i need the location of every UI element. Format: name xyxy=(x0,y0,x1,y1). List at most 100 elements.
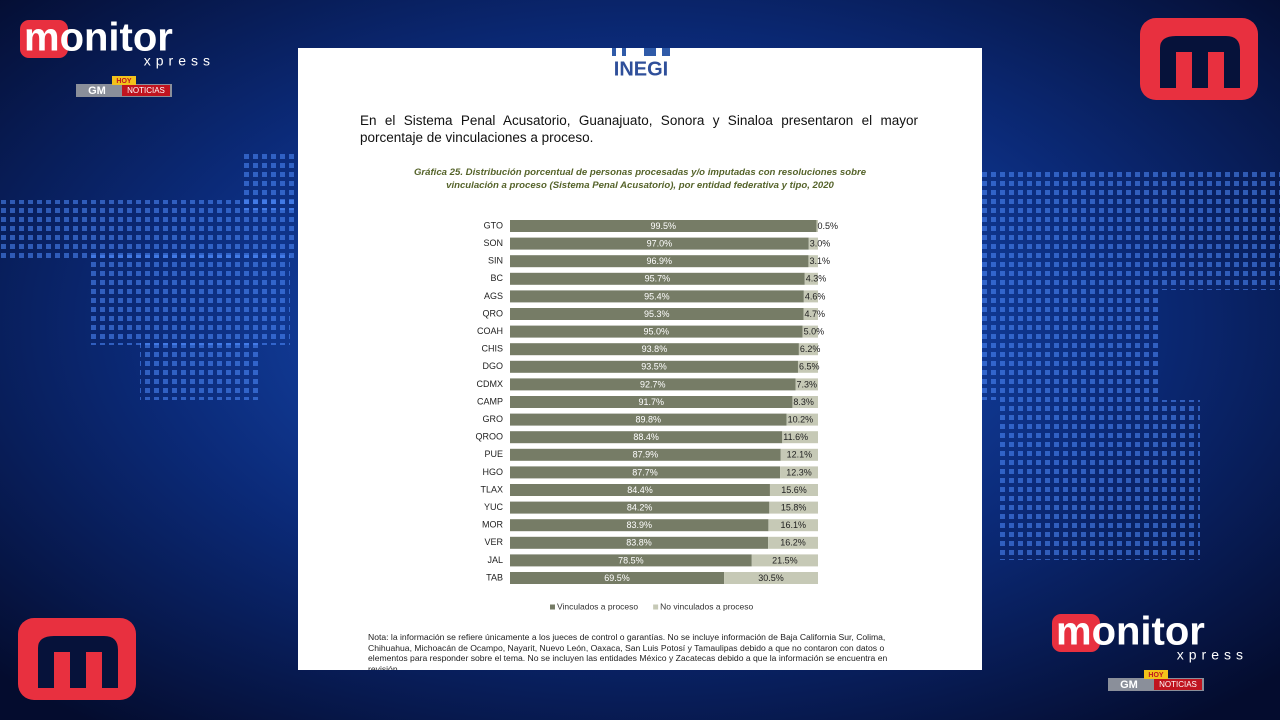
value-label: 6.5% xyxy=(799,362,820,372)
value-label: 7.3% xyxy=(797,379,818,389)
bar-segment xyxy=(510,448,781,461)
m-logo xyxy=(1140,18,1258,100)
badge-gm: GM xyxy=(88,85,106,97)
value-label: 91.7% xyxy=(638,397,664,407)
value-label: 16.2% xyxy=(780,538,806,548)
bar-segment xyxy=(724,572,818,584)
value-label: 95.4% xyxy=(644,291,670,301)
category-label: COAH xyxy=(477,326,503,336)
bar-segment xyxy=(510,290,804,303)
value-label: 30.5% xyxy=(758,573,784,583)
category-label: PUE xyxy=(484,449,503,459)
category-label: BC xyxy=(490,273,503,283)
bar-segment xyxy=(795,378,818,391)
value-label: 3.1% xyxy=(809,256,830,266)
category-label: CDMX xyxy=(477,379,504,389)
value-label: 8.3% xyxy=(793,397,814,407)
inegi-logo: INEGI xyxy=(612,48,670,80)
bar-segment xyxy=(769,484,818,496)
brand-sub: xpress xyxy=(1177,647,1248,663)
value-label: 4.3% xyxy=(806,274,827,284)
bar-segment xyxy=(510,378,796,391)
value-label: 93.8% xyxy=(642,344,668,354)
bar-segment xyxy=(768,536,818,549)
bar-segment xyxy=(510,272,805,285)
value-label: 99.5% xyxy=(650,221,676,231)
brand-sub: xpress xyxy=(144,53,215,69)
value-label: 12.1% xyxy=(787,450,813,460)
badge-gm: GM xyxy=(1120,679,1138,691)
value-label: 83.8% xyxy=(626,538,652,548)
bar-segment xyxy=(510,536,769,549)
bar-segment xyxy=(510,519,769,532)
brand: monitor xpress HOY GM NOTICIAS xyxy=(1052,610,1248,691)
bar-segment xyxy=(510,237,809,250)
m-logo xyxy=(18,618,136,700)
badge-noticias: NOTICIAS xyxy=(127,86,165,95)
value-label: 16.1% xyxy=(780,520,806,530)
value-label: 0.5% xyxy=(817,221,838,231)
category-label: HGO xyxy=(482,467,503,477)
value-label: 3.0% xyxy=(810,238,831,248)
value-label: 78.5% xyxy=(618,555,644,565)
value-label: 4.7% xyxy=(805,309,826,319)
value-label: 12.3% xyxy=(786,467,812,477)
bar-segment xyxy=(510,554,752,567)
bar-segment xyxy=(510,325,803,338)
category-label: SON xyxy=(483,238,503,248)
bar-segment xyxy=(510,413,787,426)
value-label: 83.9% xyxy=(626,520,652,530)
category-label: MOR xyxy=(482,520,503,530)
category-label: JAL xyxy=(487,555,503,565)
category-label: TAB xyxy=(486,572,503,582)
badge-hoy-bg xyxy=(1144,670,1168,679)
value-label: 95.0% xyxy=(644,326,670,336)
bar-segment xyxy=(510,255,809,268)
value-label: 15.6% xyxy=(781,485,807,495)
brand-name: monitor xyxy=(24,16,173,60)
bar-segment xyxy=(780,448,818,461)
category-label: DGO xyxy=(482,361,503,371)
category-label: CHIS xyxy=(481,344,503,354)
legend-swatch xyxy=(653,604,659,610)
chart: GTO 99.5% 0.5% SON 97.0% 3.0% SIN 96.9% 3.1% BC 95… xyxy=(475,220,838,611)
value-label: 10.2% xyxy=(788,414,814,424)
bar-segment xyxy=(804,272,818,285)
category-label: QRO xyxy=(482,308,503,318)
value-label: 95.3% xyxy=(644,309,670,319)
chart-title: Gráfica 25. Distribución porcentual de p… xyxy=(413,167,867,191)
category-label: TLAX xyxy=(480,484,503,494)
value-label: 92.7% xyxy=(640,379,666,389)
bar-segment xyxy=(798,343,818,356)
brand-mark xyxy=(1052,614,1100,652)
bar-segment xyxy=(510,343,799,356)
brand-name: monitor xyxy=(1056,610,1205,654)
bar-segment xyxy=(510,396,793,408)
bar-segment xyxy=(510,484,770,496)
legend-label: Vinculados a proceso xyxy=(557,601,638,611)
bar-segment xyxy=(792,396,818,408)
bar-segment xyxy=(786,413,818,426)
value-label: 84.4% xyxy=(627,485,653,495)
value-label: 11.6% xyxy=(783,432,808,442)
bar-segment xyxy=(510,572,725,584)
brand-mark xyxy=(20,20,68,58)
intro-paragraph: En el Sistema Penal Acusatorio, Guanajua… xyxy=(360,113,918,145)
category-label: QROO xyxy=(475,432,503,442)
bar-segment xyxy=(510,431,783,444)
badge-hoy-bg xyxy=(112,76,136,85)
badge-noticias: NOTICIAS xyxy=(1159,680,1197,689)
legend-swatch xyxy=(550,604,555,610)
bar-segment xyxy=(510,501,770,514)
value-label: 96.9% xyxy=(646,256,672,266)
bar-segment xyxy=(780,466,818,479)
value-label: 88.4% xyxy=(633,432,659,442)
bar-segment xyxy=(808,237,818,250)
value-label: 87.7% xyxy=(632,467,658,477)
value-label: 4.6% xyxy=(805,291,826,301)
value-label: 89.8% xyxy=(636,414,662,424)
bar-segment xyxy=(802,325,818,338)
bar-segment xyxy=(768,519,818,532)
bar-segment xyxy=(797,360,818,373)
